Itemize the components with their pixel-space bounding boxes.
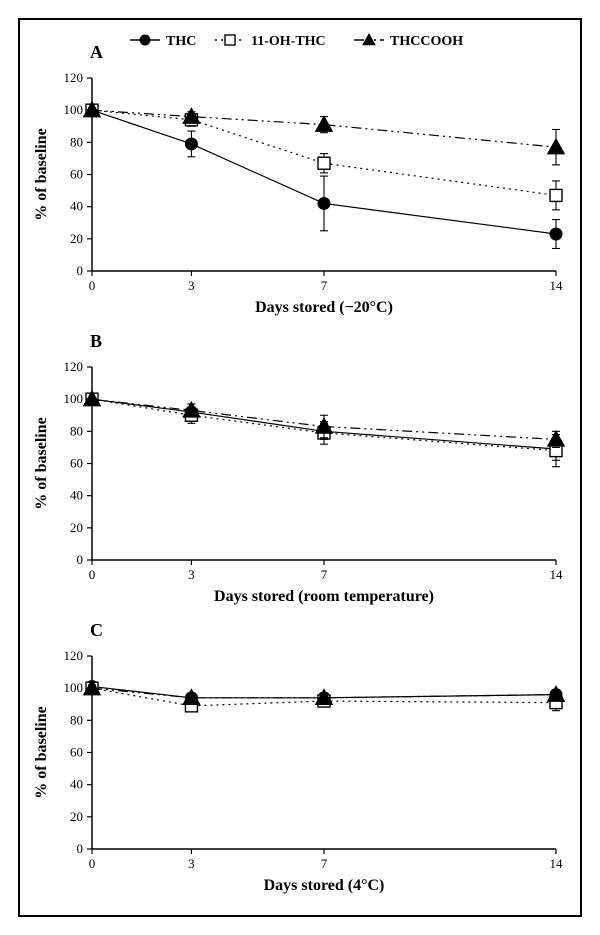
y-tick-label: 80 (70, 134, 83, 149)
panel-C: C 0 20 40 60 80 100 120 0 3 7 14 % of baseline Days s… (33, 620, 564, 894)
panel-label: B (90, 331, 102, 351)
y-tick-label: 40 (70, 777, 83, 792)
y-tick-label: 120 (64, 70, 84, 85)
y-axis-label: % of baseline (33, 128, 50, 220)
y-tick-label: 120 (64, 359, 84, 374)
x-axis-label: Days stored (room temperature) (214, 588, 434, 605)
y-tick-label: 40 (70, 199, 83, 214)
y-axis-label: % of baseline (33, 417, 50, 509)
chart-canvas: THC 11-OH-THC THCCOOH A 0 20 40 60 80 100 120 0 3 7 14… (20, 20, 580, 915)
x-axis-label: Days stored (4°C) (264, 877, 385, 894)
y-tick-label: 60 (70, 745, 83, 760)
y-tick-label: 20 (70, 231, 83, 246)
panel-label: C (90, 620, 103, 640)
figure-frame: THC 11-OH-THC THCCOOH A 0 20 40 60 80 100 120 0 3 7 14… (0, 0, 600, 935)
legend-item: 11-OH-THC (215, 34, 326, 49)
series-THCCOOH (84, 680, 565, 705)
x-tick-label: 7 (321, 278, 328, 293)
y-tick-label: 40 (70, 488, 83, 503)
legend-item: THC (130, 34, 196, 49)
x-tick-label: 14 (550, 278, 564, 293)
y-tick-label: 120 (64, 648, 84, 663)
y-tick-label: 0 (77, 841, 84, 856)
y-tick-label: 100 (64, 680, 84, 695)
y-tick-label: 60 (70, 167, 83, 182)
y-tick-label: 80 (70, 712, 83, 727)
x-tick-label: 14 (550, 567, 564, 582)
svg-text:THC: THC (166, 34, 196, 49)
x-tick-label: 3 (188, 856, 195, 871)
y-tick-label: 20 (70, 809, 83, 824)
x-tick-label: 3 (188, 567, 195, 582)
y-tick-label: 100 (64, 102, 84, 117)
y-tick-label: 0 (77, 263, 84, 278)
x-tick-label: 3 (188, 278, 195, 293)
x-axis-label: Days stored (−20°C) (255, 299, 393, 316)
y-tick-label: 80 (70, 423, 83, 438)
panel-A: A 0 20 40 60 80 100 120 0 3 7 14 % of baseline Days s… (33, 42, 564, 316)
y-axis-label: % of baseline (33, 706, 50, 798)
y-tick-label: 20 (70, 520, 83, 535)
x-tick-label: 7 (321, 567, 328, 582)
legend: THC 11-OH-THC THCCOOH (130, 34, 463, 49)
x-tick-label: 0 (89, 278, 96, 293)
legend-item: THCCOOH (354, 34, 463, 49)
panel-B: B 0 20 40 60 80 100 120 0 3 7 14 % of baseline Days s… (33, 331, 564, 605)
figure-border: THC 11-OH-THC THCCOOH A 0 20 40 60 80 100 120 0 3 7 14… (18, 18, 582, 917)
x-tick-label: 7 (321, 856, 328, 871)
svg-text:11-OH-THC: 11-OH-THC (251, 34, 326, 49)
x-tick-label: 0 (89, 856, 96, 871)
y-tick-label: 0 (77, 552, 84, 567)
svg-text:THCCOOH: THCCOOH (390, 34, 463, 49)
x-tick-label: 0 (89, 567, 96, 582)
y-tick-label: 60 (70, 456, 83, 471)
y-tick-label: 100 (64, 391, 84, 406)
x-tick-label: 14 (550, 856, 564, 871)
panel-label: A (90, 42, 103, 62)
